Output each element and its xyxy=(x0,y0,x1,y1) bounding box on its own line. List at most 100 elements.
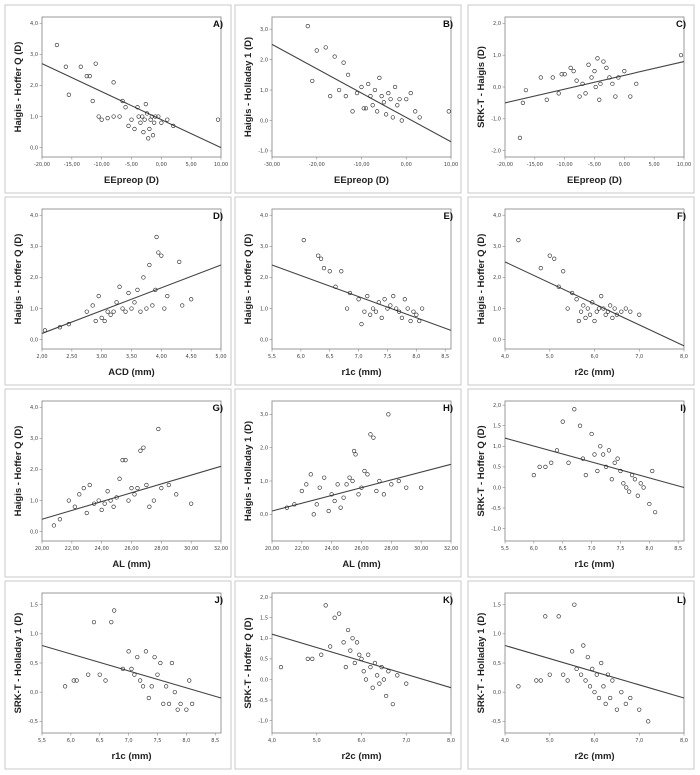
data-point xyxy=(574,78,579,83)
data-point xyxy=(143,649,149,654)
x-tick-label: 8,0 xyxy=(447,738,455,744)
data-point xyxy=(143,102,148,107)
data-point xyxy=(570,649,575,654)
y-axis-label: Haigis - Holladay 1 (D) xyxy=(243,37,254,137)
data-point xyxy=(599,660,604,666)
y-tick-label: 2,0 xyxy=(493,275,501,281)
data-point xyxy=(587,312,593,317)
data-point xyxy=(359,485,364,490)
y-tick-label: 3,0 xyxy=(260,27,268,33)
data-point xyxy=(389,482,394,487)
data-point xyxy=(538,678,543,683)
y-axis-label: Haigis - Hoffer Q (D) xyxy=(476,234,487,325)
plot-area xyxy=(41,592,222,734)
x-axis-label: r2c (mm) xyxy=(341,751,381,762)
data-point xyxy=(572,602,577,607)
data-point xyxy=(96,114,101,119)
plot-area xyxy=(504,16,685,158)
data-point xyxy=(583,473,588,478)
x-tick-label: 6,5 xyxy=(559,546,567,552)
x-tick-label: 8,0 xyxy=(182,738,190,744)
data-point xyxy=(592,690,597,695)
data-point xyxy=(74,678,79,683)
data-point xyxy=(326,508,331,514)
data-point xyxy=(598,81,603,86)
panel-label: B) xyxy=(443,19,453,30)
x-tick-label: 7,0 xyxy=(635,738,643,744)
y-axis-label: SRK-T - Hoffer Q (D) xyxy=(476,425,487,516)
data-point xyxy=(305,656,310,661)
data-point xyxy=(381,492,386,497)
data-point xyxy=(146,695,151,701)
data-point xyxy=(371,435,376,440)
data-point xyxy=(99,117,104,122)
panel-label: H) xyxy=(443,403,453,414)
data-point xyxy=(547,253,552,258)
data-point xyxy=(516,238,521,243)
panel-g: G) 20,00 22,00 24,00 26,00 28,00 30,00 32,00 0,0… xyxy=(4,388,232,578)
data-point xyxy=(120,666,125,671)
data-point xyxy=(310,78,315,84)
x-tick-label: -30,00 xyxy=(264,162,280,168)
regression-line xyxy=(504,261,685,347)
y-axis-label: Haigis - Hoffer Q (D) xyxy=(13,426,24,517)
y-axis-label: Haigis - Hoffer Q (D) xyxy=(13,42,24,133)
data-point xyxy=(547,672,552,677)
panel-label: E) xyxy=(444,211,454,222)
x-tick-label: 26,00 xyxy=(354,546,368,552)
data-point xyxy=(385,306,390,311)
data-point xyxy=(606,448,612,453)
data-point xyxy=(278,665,284,670)
data-point xyxy=(126,649,131,654)
y-tick-label: 1,0 xyxy=(260,479,268,485)
data-point xyxy=(109,620,114,625)
y-tick-label: 2,0 xyxy=(260,275,268,281)
panel-f: F) 4,0 5,0 6,0 7,0 8,0 0,0 1,0 2,0 3,0 4,0 r2c (mm)… xyxy=(467,196,695,386)
y-tick-label: 1,0 xyxy=(493,444,501,450)
data-point xyxy=(108,312,113,317)
data-point xyxy=(135,655,140,660)
panel-label: F) xyxy=(677,211,686,222)
data-point xyxy=(618,468,623,474)
data-point xyxy=(586,62,591,67)
data-point xyxy=(574,297,579,302)
x-tick-label: -5,00 xyxy=(588,162,601,168)
data-point xyxy=(299,488,304,494)
data-point xyxy=(84,309,89,314)
x-tick-label: 5,0 xyxy=(546,354,554,360)
data-point xyxy=(332,498,337,504)
data-point xyxy=(166,482,171,488)
data-point xyxy=(544,97,549,102)
data-point xyxy=(417,318,422,324)
x-tick-label: 32,00 xyxy=(444,546,458,552)
panel-j: J) 5,5 6,0 6,5 7,0 7,5 8,0 8,5 -0,5 0,0 0,5 1,0 1,5 r… xyxy=(4,580,232,770)
data-point xyxy=(54,42,60,48)
data-point xyxy=(603,464,609,469)
data-point xyxy=(132,492,137,497)
data-point xyxy=(99,507,104,512)
x-tick-label: 7,5 xyxy=(617,546,625,552)
x-tick-label: 7,5 xyxy=(154,738,162,744)
y-tick-label: 0,0 xyxy=(30,529,38,535)
data-point xyxy=(317,485,322,490)
data-point xyxy=(552,256,557,261)
y-tick-label: 1,0 xyxy=(30,498,38,504)
panel-label: I) xyxy=(680,403,686,414)
y-tick-label: 2,0 xyxy=(260,57,268,63)
data-point xyxy=(368,665,373,670)
data-point xyxy=(350,636,355,641)
data-point xyxy=(624,485,629,490)
data-point xyxy=(174,492,179,497)
x-tick-label: 8,5 xyxy=(674,546,682,552)
data-point xyxy=(614,707,619,712)
data-point xyxy=(516,684,521,689)
data-point xyxy=(531,473,536,478)
data-point xyxy=(93,318,98,324)
data-point xyxy=(184,707,189,712)
data-point xyxy=(350,478,355,484)
data-point xyxy=(549,460,554,465)
data-point xyxy=(399,315,405,320)
data-point xyxy=(96,294,101,299)
x-axis-label: EEpreop (D) xyxy=(104,175,159,186)
data-point xyxy=(337,87,342,93)
